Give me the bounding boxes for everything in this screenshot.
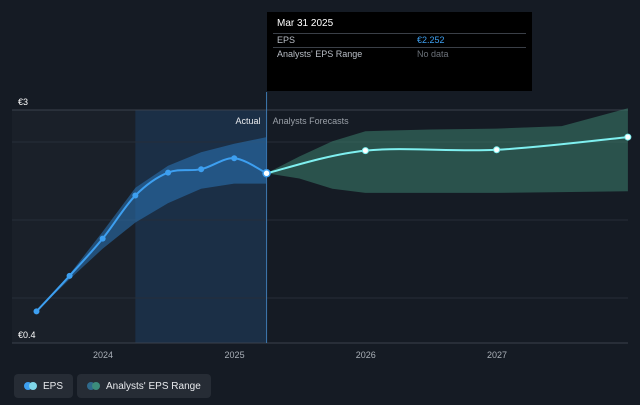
eps-point <box>132 192 139 199</box>
legend-item-range[interactable]: Analysts' EPS Range <box>77 374 211 398</box>
x-tick-label: 2027 <box>487 350 507 360</box>
tooltip-range-value: No data <box>417 49 449 59</box>
range-legend-icon <box>87 382 101 390</box>
actual-section-label: Actual <box>236 116 261 126</box>
tooltip-date: Mar 31 2025 <box>277 18 334 29</box>
eps-current-point <box>262 169 271 178</box>
tooltip-range-label: Analysts' EPS Range <box>277 49 363 59</box>
x-tick-label: 2025 <box>225 350 245 360</box>
tooltip-eps-value: €2.252 <box>417 35 445 45</box>
eps-legend-icon <box>24 382 37 390</box>
eps-point <box>66 272 73 279</box>
eps-point <box>33 308 40 315</box>
tooltip: Mar 31 2025 EPS €2.252 Analysts' EPS Ran… <box>267 12 532 91</box>
legend-label-eps: EPS <box>43 380 64 392</box>
tooltip-row-eps: EPS €2.252 <box>273 33 526 47</box>
eps-point <box>231 155 238 162</box>
forecast-point <box>361 147 369 155</box>
tooltip-eps-label: EPS <box>277 35 296 45</box>
forecast-section-label: Analysts Forecasts <box>273 116 350 126</box>
forecast-point <box>624 133 632 141</box>
actual-eps-range-band <box>36 137 267 312</box>
legend-label-range: Analysts' EPS Range <box>106 380 201 392</box>
eps-point <box>198 166 205 173</box>
eps-forecast-line <box>266 136 628 175</box>
forecast-point <box>493 146 501 154</box>
y-axis-bottom-label: €0.4 <box>18 330 36 340</box>
legend: EPS Analysts' EPS Range <box>14 374 211 398</box>
eps-point <box>165 169 172 176</box>
tooltip-row-range: Analysts' EPS Range No data <box>273 47 526 61</box>
legend-item-eps[interactable]: EPS <box>14 374 74 398</box>
x-tick-label: 2026 <box>356 350 376 360</box>
y-axis-top-label: €3 <box>18 97 28 107</box>
x-tick-label: 2024 <box>93 350 113 360</box>
eps-point <box>99 235 106 242</box>
